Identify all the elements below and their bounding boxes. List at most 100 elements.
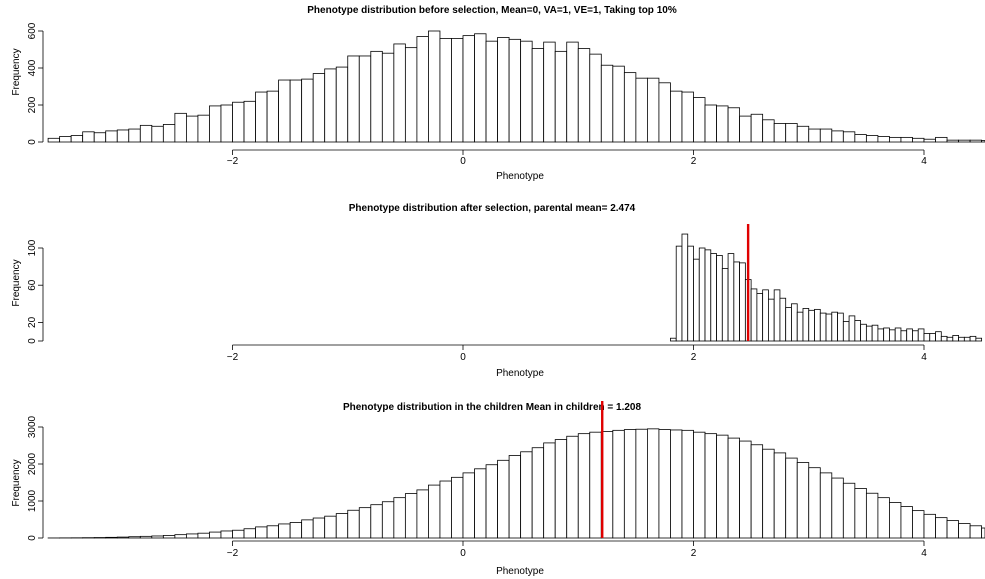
panel-2-bar — [865, 325, 873, 342]
panel-3-bar — [854, 488, 867, 539]
panel-3-bar — [370, 504, 383, 539]
panel-2-x-axis-label: Phenotype — [496, 368, 544, 379]
panel-1-bar — [946, 139, 959, 143]
panel-1-bar — [739, 115, 752, 143]
panel-1-bar — [612, 65, 625, 143]
panel-1-bar — [865, 135, 879, 143]
panel-1-bar — [623, 72, 637, 143]
panel-3-bar — [681, 429, 694, 539]
panel-3-y-axis-label: Frequency — [11, 459, 22, 506]
panel-3-bar — [139, 535, 153, 539]
panel-3-bar — [969, 525, 983, 539]
panel-3-y-tick-label: 0 — [27, 535, 38, 541]
panel-1-bar — [347, 55, 360, 143]
panel-3-bar — [554, 439, 568, 539]
panel-1-bar — [785, 123, 798, 143]
panel-3-y-tick-label: 1000 — [27, 489, 38, 512]
panel-3-bar — [451, 476, 464, 539]
panel-3-bar — [658, 429, 671, 539]
panel-3-bar — [197, 532, 210, 539]
panel-1-bar — [981, 140, 985, 143]
panel-3-bar — [439, 480, 452, 539]
panel-3-y-tick-label: 3000 — [27, 415, 38, 438]
panel-1-bar — [635, 77, 648, 143]
panel-3-bar — [958, 523, 971, 539]
panel-3-bar — [335, 513, 349, 539]
panel-1-x-tick-label: 4 — [921, 156, 927, 167]
panel-3-bar — [566, 435, 579, 539]
panel-1-bar — [704, 104, 717, 143]
panel-1-bar — [358, 55, 372, 143]
panel-3-bar — [520, 451, 533, 539]
panel-1-bar — [82, 131, 95, 143]
panel-3-bar — [185, 533, 199, 539]
panel-2-bar — [889, 329, 896, 342]
panel-2-y-tick-label: 100 — [27, 239, 38, 256]
panel-1-bar — [93, 132, 107, 143]
panel-3-bar — [174, 534, 187, 539]
panel-1-bar — [900, 136, 913, 143]
panel-2-bar — [710, 253, 717, 342]
panel-2-bar — [871, 324, 879, 342]
panel-3-bar — [727, 437, 741, 539]
panel-1-bar — [162, 124, 176, 143]
panel-3-bar — [301, 519, 314, 539]
panel-3-bar — [324, 515, 337, 539]
panel-3-bar — [381, 501, 395, 539]
panel-2-bar — [958, 336, 965, 342]
panel-3-bar — [232, 529, 245, 539]
panel-2-x-tick-label: −2 — [227, 352, 239, 363]
panel-1-bar — [600, 64, 614, 143]
panel-2-bar — [877, 328, 885, 342]
panel-2-bar — [837, 312, 844, 342]
panel-1-bar — [969, 139, 983, 143]
panel-1-bar — [773, 123, 787, 143]
panel-2-bar — [681, 233, 689, 342]
panel-1-bar — [416, 36, 429, 143]
panel-1-bar — [174, 112, 187, 143]
panel-3-bar — [116, 536, 130, 539]
panel-1-bar — [209, 105, 222, 143]
panel-1-bar — [439, 38, 452, 143]
panel-1-y-tick-label: 0 — [27, 139, 38, 145]
panel-1-y-axis-label: Frequency — [11, 48, 22, 95]
panel-1-bar — [105, 130, 118, 143]
panel-2-bar — [848, 315, 856, 342]
panel-2-bar — [917, 328, 925, 342]
panel-2-bar — [733, 261, 741, 342]
panel-2-y-tick-label: 20 — [27, 316, 38, 328]
panel-1-bar — [266, 90, 279, 143]
panel-3-bar — [865, 492, 879, 539]
panel-3-x-axis-label: Phenotype — [496, 566, 544, 577]
panel-3-bar — [623, 429, 637, 539]
panel-1-bar — [335, 66, 349, 143]
panel-2-bar — [842, 321, 850, 342]
panel-1-bar — [381, 52, 395, 143]
panel-3-bar — [497, 459, 510, 539]
panel-3-bar — [900, 506, 913, 539]
panel-3-x-tick-label: 4 — [921, 548, 927, 559]
panel-1-bar — [831, 130, 844, 143]
panel-2-bar — [779, 297, 787, 342]
panel-1-bar — [923, 138, 936, 143]
panel-1-bar — [716, 105, 729, 143]
panel-3-bar — [531, 447, 545, 539]
panel-1-bar — [370, 50, 383, 143]
panel-3-bar — [278, 523, 291, 539]
panel-1-y-tick-label: 400 — [27, 59, 38, 76]
panel-1-bar — [451, 38, 464, 143]
panel-3-bar — [946, 520, 959, 539]
panel-1-y-tick-label: 600 — [27, 22, 38, 39]
panel-2-bar — [756, 293, 764, 342]
panel-3-bar — [266, 525, 279, 539]
panel-1-bar — [819, 128, 833, 143]
panel-2-bar — [768, 298, 775, 342]
panel-3-bar — [393, 497, 406, 539]
panel-1-bar — [727, 107, 741, 143]
panel-2-bar — [698, 247, 706, 342]
panel-3-bar — [428, 484, 441, 539]
panel-1-bar — [404, 47, 418, 143]
panel-2-bar — [750, 288, 758, 342]
panel-1-bar — [912, 137, 925, 143]
